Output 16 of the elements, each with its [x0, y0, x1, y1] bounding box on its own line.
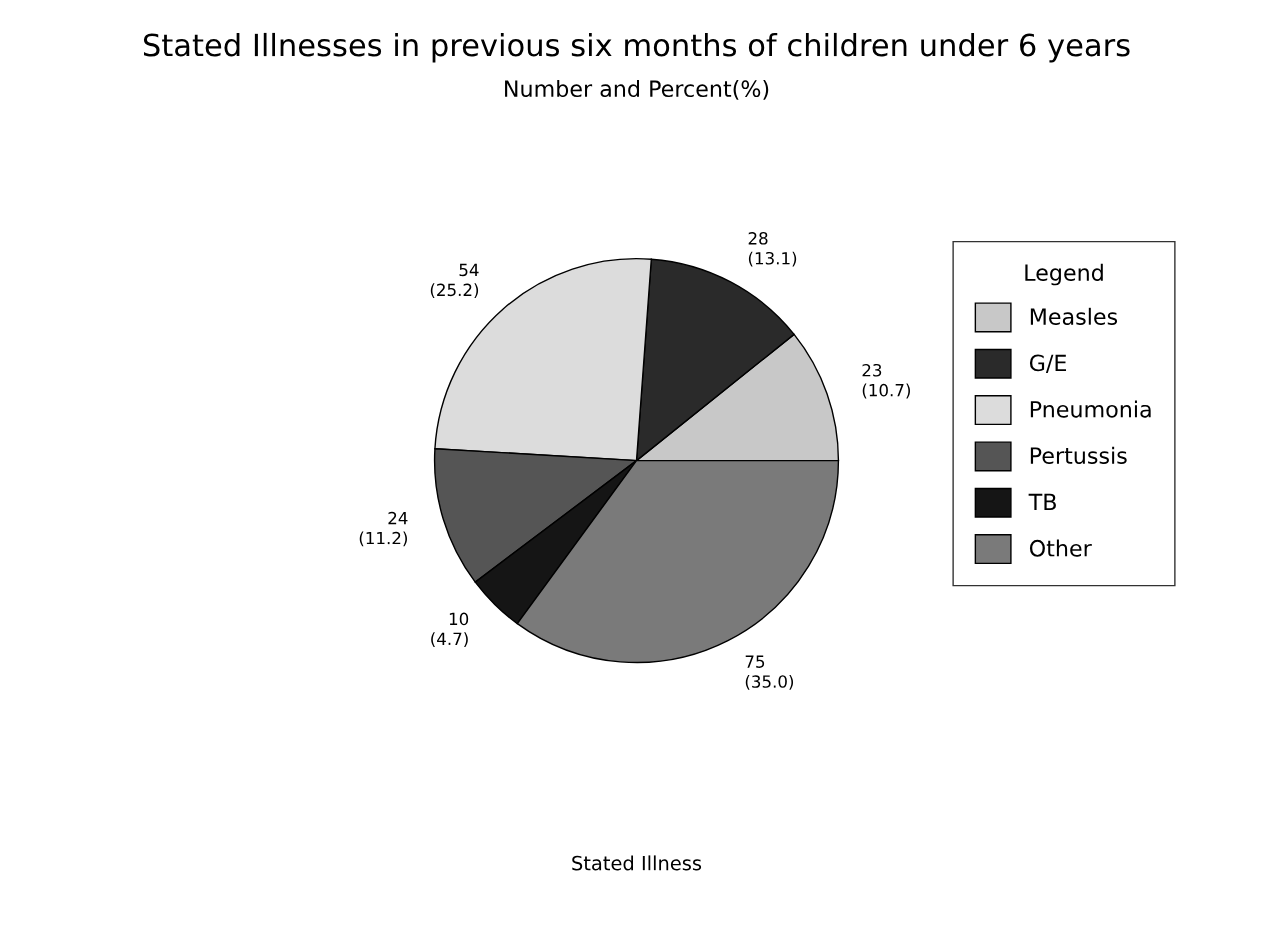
data-label: 23 (10.7) [862, 363, 910, 399]
legend-label: Pneumonia [1030, 400, 1151, 418]
data-label: 54 (25.2) [430, 263, 479, 299]
legend-label: Pertussis [1030, 446, 1127, 464]
legend-label: G/E [1029, 354, 1067, 374]
text: Stated Illness [572, 855, 702, 871]
legend-title: Legend [1025, 263, 1103, 286]
data-label: 24 (11.2) [359, 511, 408, 547]
legend-label: TB [1028, 493, 1056, 511]
chart-title: Stated Illnesses in previous six months of children under 6 years [143, 32, 1130, 63]
legend-label: Other [1029, 539, 1092, 557]
chart-subtitle: Number and Percent(%) [505, 79, 769, 100]
legend-label: Measles [1030, 307, 1118, 325]
data-label: 28 (13.1) [748, 232, 797, 267]
data-label: 10 (4.7) [431, 612, 469, 648]
data-label: 75 (35.0) [745, 655, 794, 690]
